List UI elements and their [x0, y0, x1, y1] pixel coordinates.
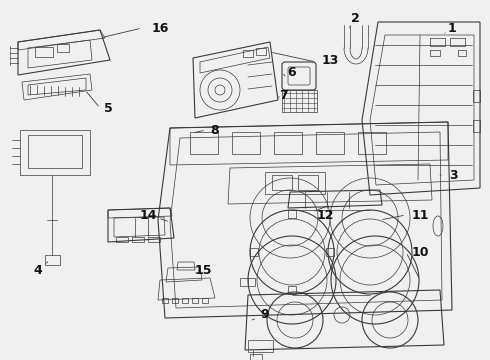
- Bar: [326, 248, 334, 256]
- Text: 4: 4: [34, 264, 42, 276]
- Bar: [316, 132, 344, 154]
- Text: 7: 7: [279, 89, 287, 102]
- Bar: [250, 248, 258, 256]
- Bar: [458, 50, 466, 56]
- Text: 10: 10: [411, 246, 429, 258]
- Bar: [57, 44, 69, 52]
- Text: 3: 3: [449, 168, 457, 181]
- Text: 5: 5: [103, 102, 112, 114]
- Bar: [450, 38, 465, 46]
- Text: 14: 14: [139, 208, 157, 221]
- Bar: [243, 50, 253, 57]
- Bar: [148, 237, 160, 242]
- Text: 2: 2: [351, 12, 359, 24]
- Bar: [288, 210, 296, 218]
- Text: 11: 11: [411, 208, 429, 221]
- Bar: [256, 48, 266, 55]
- Text: 16: 16: [151, 22, 169, 35]
- Text: 8: 8: [211, 123, 220, 136]
- Bar: [132, 237, 144, 242]
- Bar: [298, 175, 318, 190]
- Bar: [473, 120, 480, 132]
- Bar: [272, 175, 292, 190]
- Bar: [202, 298, 208, 303]
- Bar: [250, 354, 262, 360]
- Bar: [35, 47, 53, 57]
- Bar: [190, 132, 218, 154]
- Text: 12: 12: [316, 208, 334, 221]
- Bar: [274, 132, 302, 154]
- Bar: [162, 298, 168, 303]
- Bar: [240, 278, 255, 286]
- Bar: [358, 132, 386, 154]
- Bar: [288, 286, 296, 294]
- Bar: [430, 38, 445, 46]
- Bar: [473, 90, 480, 102]
- Text: 13: 13: [321, 54, 339, 67]
- Bar: [430, 50, 440, 56]
- Bar: [232, 132, 260, 154]
- Text: 6: 6: [288, 66, 296, 78]
- Bar: [182, 298, 188, 303]
- Bar: [265, 172, 325, 194]
- Bar: [172, 298, 178, 303]
- Bar: [192, 298, 198, 303]
- Text: 15: 15: [194, 264, 212, 276]
- Text: 9: 9: [261, 309, 270, 321]
- Bar: [282, 90, 317, 112]
- Text: 1: 1: [448, 22, 456, 35]
- Bar: [248, 340, 273, 352]
- Bar: [116, 237, 128, 242]
